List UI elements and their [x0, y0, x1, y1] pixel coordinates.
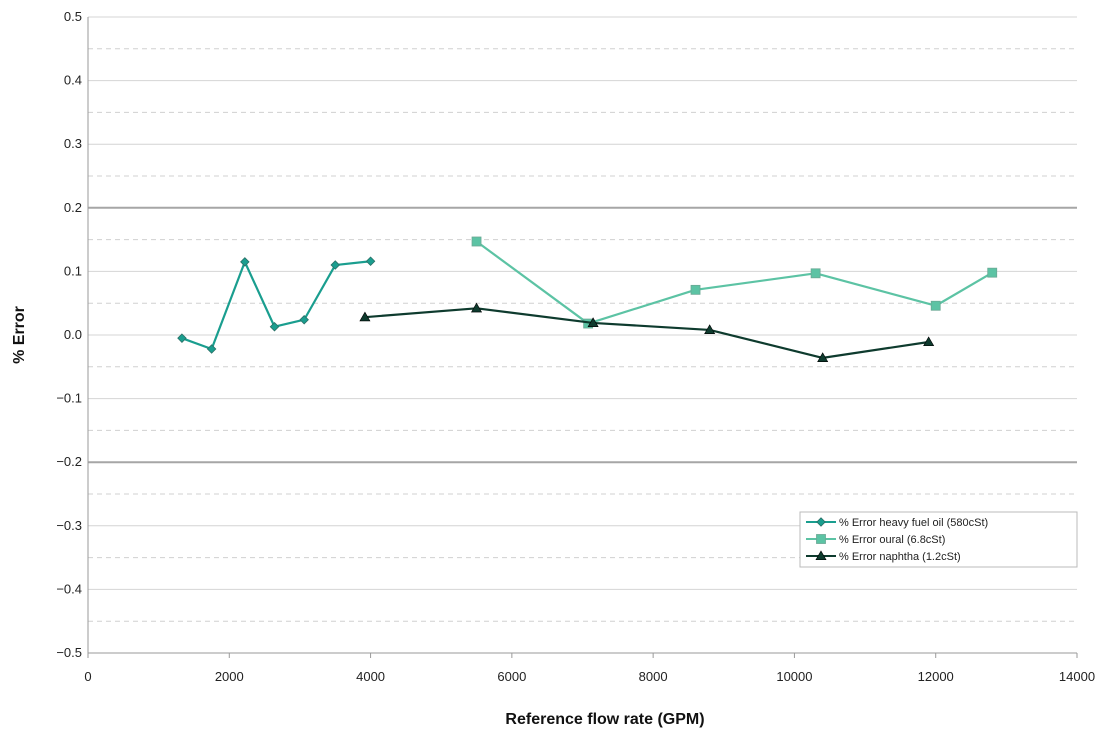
legend-box: [799, 511, 1078, 568]
series-line: [475, 240, 993, 325]
legend-entry: % Error naphtha (1.2cSt): [806, 550, 961, 563]
data-point: [365, 256, 376, 266]
series-line: [364, 307, 929, 359]
data-point: [330, 260, 341, 270]
y-tick-label: −0.4: [56, 581, 82, 596]
legend-entry: % Error oural (6.8cSt): [806, 534, 945, 546]
data-point: [269, 321, 280, 332]
y-tick-label: −0.3: [56, 518, 82, 533]
grid: [88, 16, 1077, 654]
x-tick-label: 12000: [918, 669, 954, 684]
y-tick-label: 0.5: [64, 9, 82, 24]
y-tick-label: −0.1: [56, 391, 82, 406]
data-point: [177, 333, 187, 343]
data-point: [240, 257, 250, 267]
legend: % Error heavy fuel oil (580cSt) % Error o…: [799, 511, 1078, 568]
x-tick-label: 0: [84, 669, 91, 684]
legend-label: % Error oural (6.8cSt): [839, 534, 945, 546]
data-point: [587, 317, 599, 327]
y-tick-label: 0.2: [64, 200, 82, 215]
x-tick-label: 4000: [356, 669, 385, 684]
y-tick-label: 0.3: [64, 136, 82, 151]
data-point: [299, 314, 309, 325]
data-point: [923, 336, 935, 347]
x-tick-label: 8000: [639, 669, 668, 684]
y-tick-label: −0.5: [56, 645, 82, 660]
legend-label: % Error naphtha (1.2cSt): [839, 551, 961, 563]
data-point: [359, 311, 371, 322]
x-tick-label: 14000: [1059, 669, 1095, 684]
data-point: [690, 284, 701, 295]
legend-entry: % Error heavy fuel oil (580cSt): [806, 517, 988, 529]
y-tick-label: 0.1: [64, 263, 82, 278]
data-point: [810, 268, 821, 279]
y-tick-label: 0.0: [64, 327, 82, 342]
data-point: [471, 236, 482, 247]
y-tick-label: 0.4: [64, 73, 82, 88]
series-1: [177, 256, 376, 354]
data-point: [987, 267, 998, 278]
series-2: [471, 236, 998, 329]
data-point: [930, 300, 941, 311]
legend-marker: [815, 550, 827, 561]
legend-label: % Error heavy fuel oil (580cSt): [839, 517, 988, 529]
series-layer: [177, 236, 998, 362]
legend-marker: [816, 534, 826, 544]
data-point: [817, 352, 829, 362]
x-tick-label: 10000: [776, 669, 812, 684]
data-point: [206, 344, 217, 354]
series-3: [359, 302, 935, 362]
y-tick-label: −0.2: [56, 454, 82, 469]
legend-marker: [816, 517, 826, 527]
x-tick-label: 2000: [215, 669, 244, 684]
data-point: [704, 324, 716, 334]
x-tick-label: 6000: [497, 669, 526, 684]
y-axis-title: % Error: [11, 306, 28, 364]
axes: −0.5 −0.4 −0.3 −0.2 −0.1 0.0 0.1 0.2 0.3 0.4 0.5 0 2…: [56, 9, 1095, 684]
data-point: [471, 302, 483, 313]
x-axis-title: Reference flow rate (GPM): [505, 711, 704, 728]
